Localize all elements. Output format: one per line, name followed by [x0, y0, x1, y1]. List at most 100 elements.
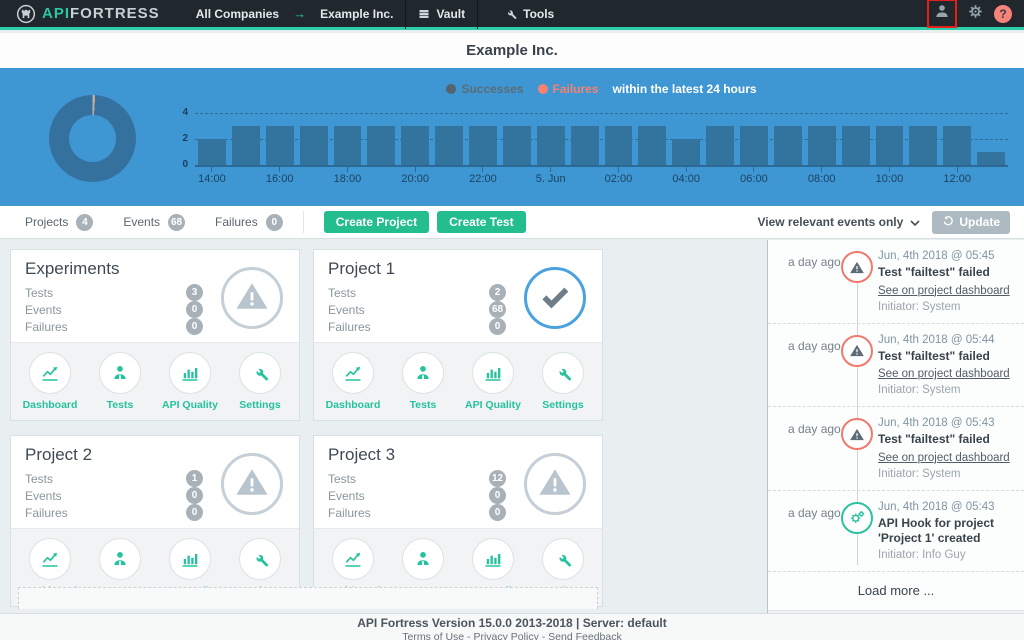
stat-count-badge: 0 [186, 318, 203, 335]
event-dashboard-link[interactable]: See on project dashboard [878, 368, 1010, 380]
card-stat-row: Tests 3 [25, 284, 203, 301]
bar-hour-11 [571, 126, 599, 165]
counter-projects[interactable]: Projects 4 [25, 214, 93, 231]
card-summary[interactable]: Project 2 Tests 1 Events 0 Failures 0 [11, 436, 299, 528]
stat-count-badge: 0 [186, 487, 203, 504]
x-tick-label: 06:00 [737, 173, 771, 185]
stat-count-badge: 3 [186, 284, 203, 301]
success-failure-donut-chart [49, 95, 136, 182]
event-timestamp: Jun, 4th 2018 @ 05:43 [878, 417, 1014, 429]
brand-logo[interactable]: APIFORTRESS [16, 4, 160, 24]
settings-gear-button[interactable] [967, 3, 984, 25]
nav-tools[interactable]: Tools [492, 0, 566, 29]
event-timestamp: Jun, 4th 2018 @ 05:43 [878, 501, 1014, 513]
api-quality-action-button[interactable]: API Quality [464, 352, 522, 411]
nav-company[interactable]: Example Inc. [308, 0, 405, 29]
api-quality-icon [472, 538, 514, 580]
event-item: a day ago Jun, 4th 2018 @ 05:44 Test "fa… [768, 324, 1024, 408]
user-account-button[interactable] [927, 0, 957, 28]
x-tick-label: 5. Jun [534, 173, 568, 185]
counter-failures[interactable]: Failures 0 [215, 214, 283, 231]
stat-count-badge: 0 [489, 318, 506, 335]
footer-link-send-feedback[interactable]: Send Feedback [548, 631, 622, 640]
stat-label: Tests [25, 472, 53, 486]
project-status-badge [524, 267, 586, 329]
api-quality-icon [169, 538, 211, 580]
legend-dot [538, 84, 548, 94]
top-navbar: APIFORTRESS All Companies → Example Inc.… [0, 0, 1024, 30]
project-card: Experiments Tests 3 Events 0 Failures 0 [10, 249, 300, 421]
create-project-button[interactable]: Create Project [324, 211, 429, 233]
bar-hour-17 [774, 126, 802, 165]
settings-action-button[interactable]: Settings [231, 352, 289, 411]
card-stat-row: Tests 12 [328, 470, 506, 487]
footer-link-terms-of-use[interactable]: Terms of Use [402, 631, 464, 640]
nav-menu: All Companies → Example Inc. Vault [184, 0, 567, 29]
stat-label: Failures [328, 320, 371, 334]
stat-count-badge: 68 [489, 301, 506, 318]
counter-badge: 4 [76, 214, 93, 231]
events-filter-dropdown[interactable]: View relevant events only [757, 215, 920, 229]
x-tick-label [906, 173, 940, 185]
event-relative-time: a day ago [788, 422, 841, 436]
create-test-button[interactable]: Create Test [437, 211, 525, 233]
card-summary[interactable]: Project 1 Tests 2 Events 68 Failures 0 [314, 250, 602, 342]
card-summary[interactable]: Project 3 Tests 12 Events 0 Failures 0 [314, 436, 602, 528]
events-timeline: a day ago Jun, 4th 2018 @ 05:45 Test "fa… [768, 240, 1024, 611]
x-tick-label: 04:00 [669, 173, 703, 185]
help-button[interactable]: ? [994, 5, 1012, 23]
bar-hour-10 [537, 126, 565, 165]
card-stat-row: Tests 2 [328, 284, 506, 301]
page-title: Example Inc. [466, 42, 558, 59]
counter-events[interactable]: Events 68 [123, 214, 185, 231]
event-timestamp: Jun, 4th 2018 @ 05:44 [878, 334, 1014, 346]
card-stat-row: Tests 1 [25, 470, 203, 487]
nav-all-companies[interactable]: All Companies [184, 0, 291, 29]
card-stat-row: Failures 0 [25, 318, 203, 335]
stat-count-badge: 2 [489, 284, 506, 301]
event-dashboard-link[interactable]: See on project dashboard [878, 452, 1010, 464]
title-bar: Example Inc. [0, 33, 1024, 68]
chevron-down-icon [910, 215, 920, 229]
x-tick-label: 08:00 [805, 173, 839, 185]
event-title: API Hook for project 'Project 1' created [878, 516, 1014, 547]
tests-action-button[interactable]: Tests [394, 352, 452, 411]
stat-label: Tests [328, 286, 356, 300]
legend-label: Successes [461, 82, 523, 96]
bar-hour-19 [842, 126, 870, 165]
bar-hour-3 [300, 126, 328, 165]
nav-vault[interactable]: Vault [405, 0, 478, 29]
bar-hour-20 [876, 126, 904, 165]
warning-triangle-icon [849, 427, 865, 442]
brand-text: APIFORTRESS [42, 5, 160, 22]
stat-count-badge: 0 [489, 504, 506, 521]
card-summary[interactable]: Experiments Tests 3 Events 0 Failures 0 [11, 250, 299, 342]
dashboard-icon [29, 352, 71, 394]
chart-legend: SuccessesFailureswithin the latest 24 ho… [195, 82, 1008, 96]
dashboard-action-button[interactable]: Dashboard [21, 352, 79, 411]
fortress-logo-icon [16, 4, 36, 24]
event-initiator: Initiator: System [878, 384, 1014, 396]
x-tick-label [500, 173, 534, 185]
bar-hour-13 [638, 126, 666, 165]
stats-chart-panel: SuccessesFailureswithin the latest 24 ho… [0, 68, 1024, 206]
x-tick-label [635, 173, 669, 185]
x-tick-label: 12:00 [940, 173, 974, 185]
tests-action-button[interactable]: Tests [91, 352, 149, 411]
bar-hour-12 [605, 126, 633, 165]
legend-item-failures: Failures [538, 82, 599, 96]
footer-link-privacy-policy[interactable]: Privacy Policy [473, 631, 538, 640]
bar-hour-8 [469, 126, 497, 165]
load-more-button[interactable]: Load more ... [768, 572, 1024, 611]
event-dashboard-link[interactable]: See on project dashboard [878, 285, 1010, 297]
api-quality-action-button[interactable]: API Quality [161, 352, 219, 411]
settings-action-button[interactable]: Settings [534, 352, 592, 411]
update-button[interactable]: Update [932, 211, 1010, 234]
dashboard-action-button[interactable]: Dashboard [324, 352, 382, 411]
card-stat-row: Events 0 [25, 487, 203, 504]
stat-label: Events [25, 489, 62, 503]
counter-badge: 0 [266, 214, 283, 231]
page-footer: API Fortress Version 15.0.0 2013-2018 | … [0, 613, 1024, 640]
bar-hour-15 [706, 126, 734, 165]
y-tick-label: 2 [162, 133, 188, 144]
